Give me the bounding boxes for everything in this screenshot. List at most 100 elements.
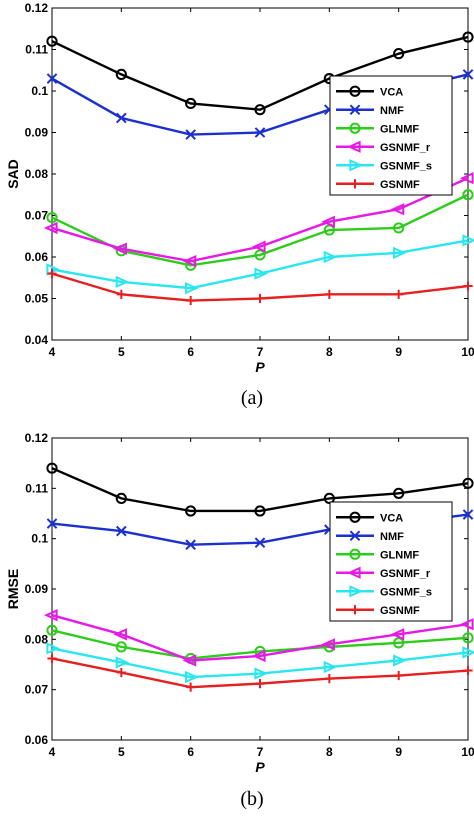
data-point <box>43 609 58 622</box>
data-point <box>390 628 405 641</box>
legend-label: GSNMF_s <box>380 160 432 172</box>
series-gsnmf-r <box>43 609 474 667</box>
series-line <box>51 177 469 263</box>
data-point <box>185 539 196 551</box>
data-point <box>254 127 266 138</box>
x-axis-label: P <box>255 359 265 375</box>
legend-label: GSNMF_s <box>380 586 432 598</box>
data-point <box>323 492 335 504</box>
data-point <box>394 289 404 299</box>
series-line <box>51 629 469 660</box>
data-point <box>185 281 199 295</box>
panel-caption: (b) <box>240 788 263 810</box>
x-tick-label: 9 <box>395 745 402 759</box>
y-tick-label: 0.04 <box>25 333 49 347</box>
x-tick-label: 7 <box>257 345 264 359</box>
chart-panel-a: 0.04 0.05 0.06 0.07 0.08 0.09 0.1 0.11 0.12 4 5 6 7 8… <box>5 1 474 409</box>
series-line <box>51 35 469 111</box>
y-tick-label: 0.08 <box>25 632 49 646</box>
data-point <box>115 492 127 504</box>
y-axis-label: SAD <box>5 159 21 189</box>
data-point <box>46 642 61 655</box>
data-point <box>462 189 474 201</box>
data-point <box>185 505 197 517</box>
x-tick-label: 4 <box>49 745 56 759</box>
legend-label: NMF <box>380 105 404 117</box>
y-tick-label: 0.09 <box>25 582 49 596</box>
data-point <box>115 275 130 289</box>
x-tick-label: 6 <box>187 745 194 759</box>
data-point <box>459 172 474 185</box>
data-point <box>394 670 404 681</box>
x-tick-label: 8 <box>326 745 333 759</box>
data-point <box>254 104 266 116</box>
data-point <box>115 656 130 669</box>
data-point <box>393 48 405 60</box>
data-point <box>116 667 126 678</box>
data-point <box>255 293 265 304</box>
data-point <box>47 653 57 664</box>
legend-marker <box>350 179 360 189</box>
data-point <box>393 246 407 259</box>
y-tick-label: 0.1 <box>31 84 48 98</box>
data-point <box>393 637 405 649</box>
data-point <box>186 295 196 306</box>
data-point <box>182 654 197 667</box>
data-point <box>46 624 58 636</box>
data-point <box>323 224 335 236</box>
legend-box <box>329 501 453 622</box>
x-tick-label: 8 <box>326 345 333 359</box>
data-point <box>46 518 58 529</box>
x-tick-label: 10 <box>461 745 474 759</box>
y-tick-label: 0.05 <box>25 292 49 306</box>
data-point <box>462 509 474 520</box>
data-point <box>463 665 473 676</box>
legend-label: GSNMF <box>380 605 420 617</box>
legend-marker <box>349 122 361 134</box>
data-point <box>113 628 127 641</box>
series-gsnmf <box>47 269 473 306</box>
data-point <box>321 215 335 228</box>
legend-marker <box>349 530 361 542</box>
legend-label: VCA <box>380 512 403 524</box>
data-point <box>46 462 58 474</box>
y-tick-label: 0.06 <box>25 733 49 747</box>
data-point <box>46 73 58 84</box>
legend-marker <box>349 85 361 97</box>
legend-box <box>329 75 453 196</box>
chart-panel-b: 0.06 0.07 0.08 0.09 0.1 0.11 0.12 4 5 6 7 8 9 10 P RMSE… <box>5 431 474 810</box>
data-point <box>185 670 199 684</box>
legend-marker <box>346 566 361 579</box>
y-tick-label: 0.07 <box>25 209 49 223</box>
data-point <box>186 682 196 692</box>
x-tick-label: 9 <box>395 345 402 359</box>
data-point <box>459 618 474 631</box>
x-tick-label: 7 <box>257 745 264 759</box>
data-point <box>462 646 474 659</box>
data-point <box>113 242 127 255</box>
y-tick-label: 0.12 <box>25 1 49 15</box>
data-point <box>462 477 474 489</box>
data-point <box>462 632 474 644</box>
series-line <box>51 239 469 290</box>
legend-marker <box>349 511 361 523</box>
legend-marker <box>349 159 364 172</box>
legend-marker <box>349 104 361 116</box>
data-point <box>323 250 338 264</box>
data-point <box>43 221 58 235</box>
data-point <box>462 234 474 247</box>
data-point <box>116 525 127 537</box>
x-tick-label: 5 <box>118 745 125 759</box>
y-axis-label: RMSE <box>5 569 21 609</box>
data-point <box>393 487 405 499</box>
data-point <box>324 289 334 299</box>
data-point <box>47 269 57 279</box>
y-tick-label: 0.09 <box>25 126 49 140</box>
y-tick-label: 0.08 <box>25 167 49 181</box>
data-point <box>115 68 127 81</box>
data-point <box>462 69 474 80</box>
panel-caption: (a) <box>241 387 263 409</box>
data-point <box>463 281 473 291</box>
data-point <box>255 679 265 689</box>
